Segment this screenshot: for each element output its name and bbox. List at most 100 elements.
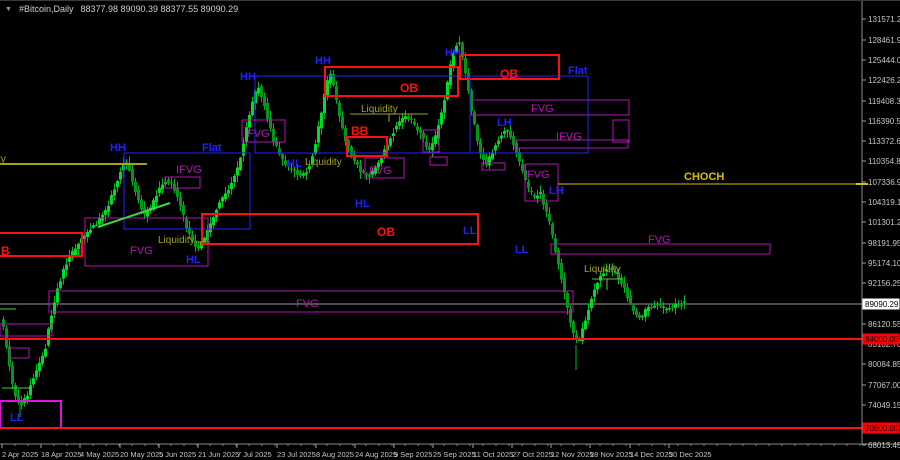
candle-body [647,307,650,312]
label-lh-2[interactable]: LH [549,185,564,197]
candle-body [389,138,392,146]
price-level-label-bg [862,298,900,310]
candle-body [482,154,485,160]
label-hl-2[interactable]: HL [186,254,201,266]
candle-body [86,231,89,237]
candle-body [188,227,191,234]
label-fvg-box-f[interactable]: FVG [369,165,392,177]
fvg-small-box-6[interactable] [9,347,30,359]
flat-box-left[interactable] [123,152,251,230]
candle-body [296,169,299,175]
label-fvg-band-main[interactable]: FVG [296,298,319,310]
fvg-small-box-1[interactable] [422,129,440,153]
candle-body [578,339,581,341]
candle-body [671,306,674,308]
label-flat-2[interactable]: Flat [568,65,588,77]
label-liquidity-top[interactable]: Liquidity [361,104,398,115]
label-ob-top[interactable]: OB [400,81,418,95]
label-hh-4[interactable]: HH [445,47,461,59]
ob-box-mid[interactable] [201,213,479,245]
fvg-box-e[interactable] [524,163,559,202]
fvg-small-box-5[interactable] [0,323,53,337]
price-tick-label: 125444.05 [868,56,900,65]
label-fvg-band-right[interactable]: FVG [648,234,671,246]
label-flat-1[interactable]: Flat [202,142,222,154]
ifvg-box-left[interactable] [164,176,201,189]
candle-body [365,174,368,176]
label-liquidity-right[interactable]: Liquidity [584,264,621,275]
candle-body [374,167,377,174]
fvg-small-box-2[interactable] [429,156,448,166]
candle-body [407,116,410,120]
date-tick-label: 4 May 2025 [80,450,119,459]
label-fvg-box-e[interactable]: FVG [527,169,550,181]
candle-body [305,172,308,175]
label-ob-peak[interactable]: OB [500,67,518,81]
candle-body [116,181,119,188]
ob-box-top[interactable] [324,66,459,97]
label-hh-1[interactable]: HH [110,142,126,154]
date-tick-label: 11 Oct 2025 [473,450,513,459]
label-ob-left-cut[interactable]: B [1,244,10,258]
label-choch[interactable]: CHOCH [684,171,724,183]
label-ll-1[interactable]: LL [515,244,529,256]
candle-body [497,140,500,145]
candle-body [194,240,197,248]
label-ifvg-right[interactable]: IFVG [556,131,582,143]
candle-body [371,171,374,175]
candle-body [326,80,329,96]
candle-body [536,195,539,199]
candle-body [512,135,515,145]
label-fvg-left-big[interactable]: FVG [130,245,153,257]
fvg-band-right[interactable] [550,243,771,255]
label-ifvg-left[interactable]: IFVG [176,164,202,176]
candle-body [62,269,65,279]
date-tick-label: 28 Nov 2025 [590,450,633,459]
candle-body [560,263,563,280]
bb-box[interactable] [346,136,388,157]
fvg-box-f[interactable] [364,157,405,179]
fvg-small-box-3[interactable] [481,162,506,171]
label-lh-1[interactable]: LH [497,117,512,129]
candle-body [335,86,338,101]
candle-body [527,181,530,189]
candle-body [59,281,62,288]
fvg-small-box-4[interactable] [612,119,630,143]
label-liquidity-left[interactable]: Liquidity [158,235,195,246]
price-level-label-bg [862,333,900,345]
price-tick-label: 68013.45 [868,441,900,450]
label-fvg-band-upper[interactable]: FVG [531,103,554,115]
candle-body [224,193,227,200]
date-tick-label: 5 Jun 2025 [159,450,196,459]
fvg-band-main[interactable] [48,290,574,313]
candle-body [140,199,143,210]
fvg-box-a[interactable] [241,119,286,143]
ob-box-peak[interactable] [459,54,560,80]
label-fvg-a[interactable]: FVG [247,128,270,140]
candle-body [659,303,662,307]
candle-body [110,195,113,205]
candle-body [5,328,8,348]
price-level-label: 84000.00 [865,335,899,344]
candle-body [284,160,287,166]
candle-body [167,179,170,183]
label-liquidity-mid[interactable]: Liquidity [305,157,342,168]
label-hh-3[interactable]: HH [315,55,331,67]
collapse-triangle-icon[interactable]: ▼ [5,5,12,13]
ob-box-left[interactable] [0,232,83,257]
label-hl-1[interactable]: HL [287,158,302,170]
label-ll-3[interactable]: LL [10,412,24,424]
label-ob-mid[interactable]: OB [377,225,395,239]
ifvg-band-right[interactable] [514,139,629,149]
label-liquidity-far-left[interactable]: Liquidity [0,154,6,165]
label-hh-2[interactable]: HH [240,71,256,83]
label-bb[interactable]: BB [351,124,369,138]
label-ll-2[interactable]: LL [463,225,477,237]
candle-body [449,64,452,86]
label-hl-3[interactable]: HL [355,198,370,210]
candle-body [290,168,293,170]
candle-body [242,143,245,156]
trendline[interactable] [97,202,171,228]
candle-body [26,395,29,400]
